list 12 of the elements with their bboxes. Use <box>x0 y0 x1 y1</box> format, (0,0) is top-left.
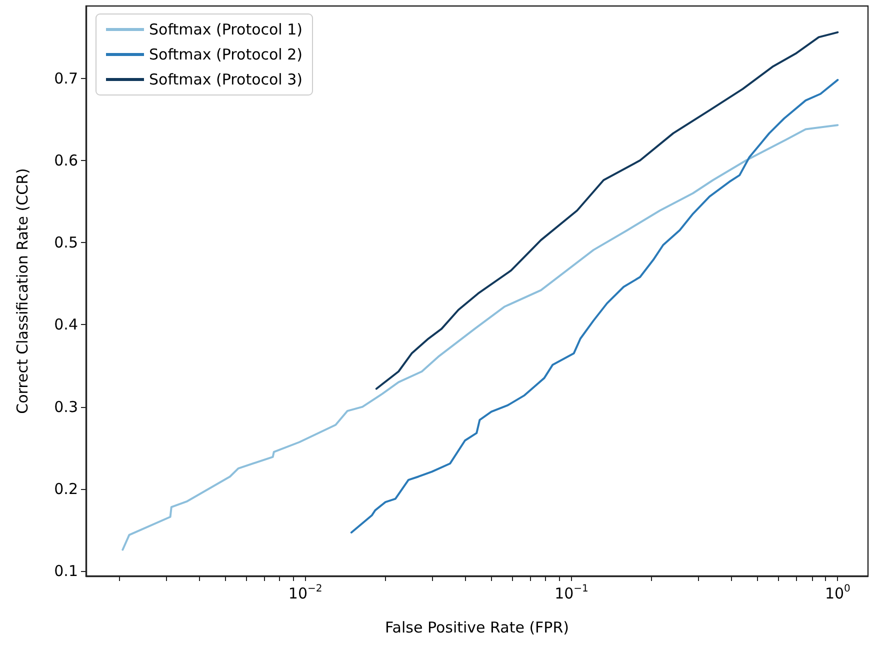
y-axis-title: Correct Classification Rate (CCR) <box>14 168 32 414</box>
legend-label: Softmax (Protocol 3) <box>149 70 303 88</box>
legend-label: Softmax (Protocol 1) <box>149 20 303 38</box>
y-tick-label: 0.5 <box>54 234 78 252</box>
y-tick-label: 0.4 <box>54 316 78 334</box>
x-axis-title: False Positive Rate (FPR) <box>385 618 569 636</box>
legend-label: Softmax (Protocol 2) <box>149 46 303 64</box>
y-tick-label: 0.3 <box>54 398 78 416</box>
y-tick-label: 0.1 <box>54 562 78 580</box>
y-tick-label: 0.6 <box>54 151 78 170</box>
y-tick-label: 0.7 <box>54 69 78 88</box>
y-tick-label: 0.2 <box>54 480 78 498</box>
